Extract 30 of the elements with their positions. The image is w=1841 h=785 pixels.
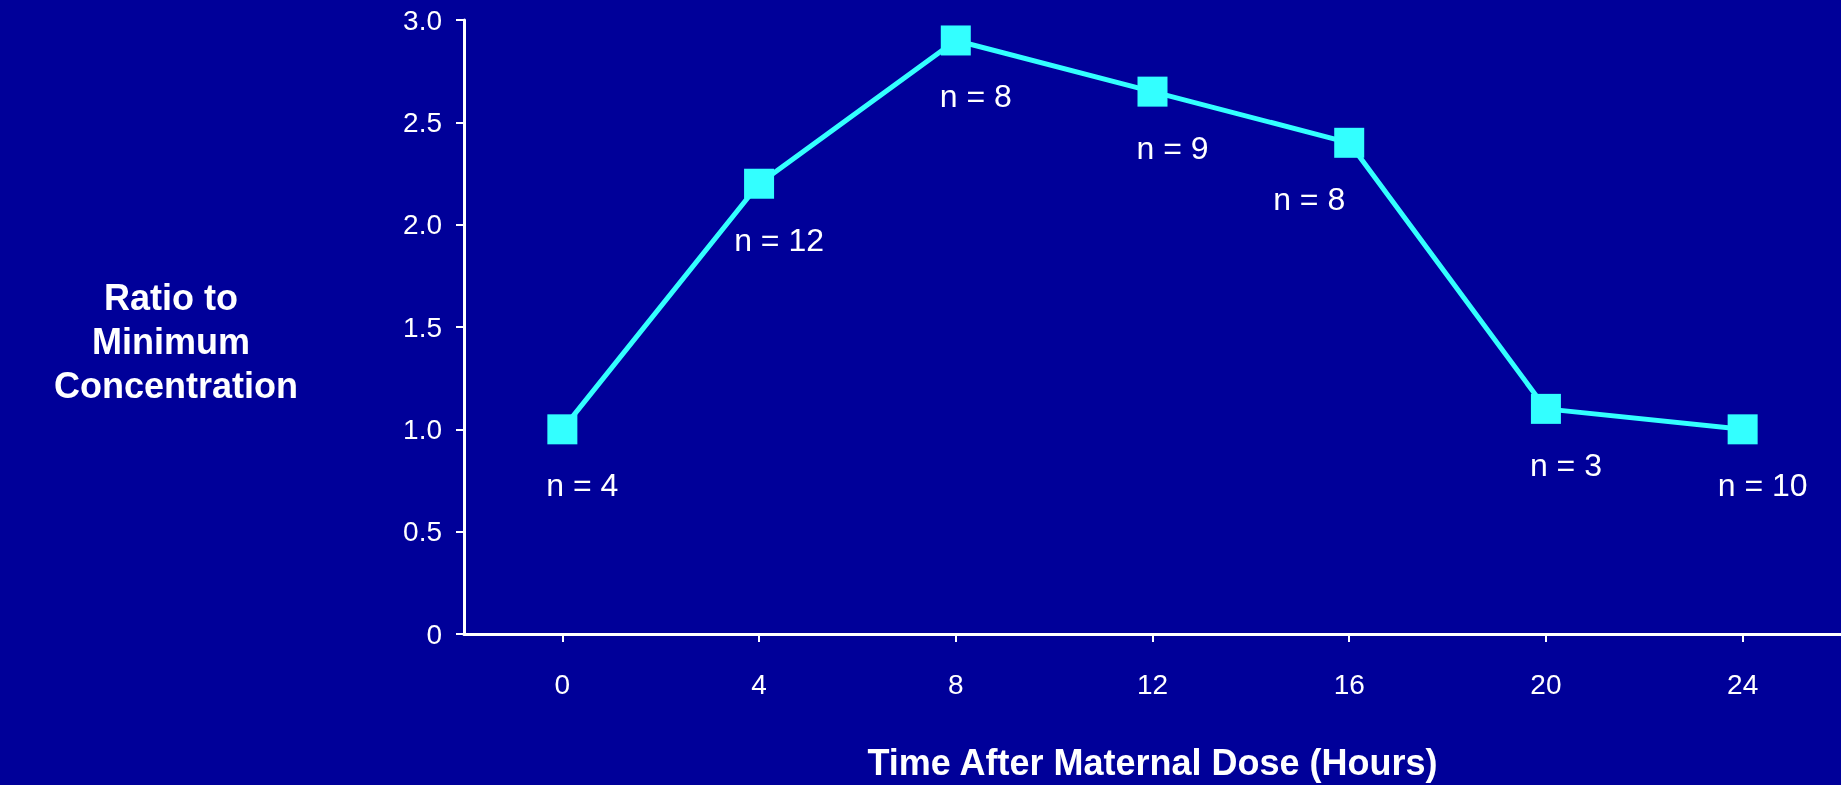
point (744, 168, 775, 199)
annotation: n = 12 (734, 221, 824, 258)
y-tick-label: 0 (426, 618, 442, 650)
x-tick-label: 8 (948, 668, 964, 700)
y-tick-label: 1.5 (403, 311, 442, 343)
x-tick-label: 4 (751, 668, 767, 700)
y-tick-label: 2.5 (403, 106, 442, 138)
annotation: n = 8 (1273, 180, 1346, 217)
x-tick-label: 16 (1333, 668, 1365, 700)
annotation: n = 3 (1529, 446, 1602, 483)
y-axis-title: Ratio to Minimum Concentration (53, 276, 299, 406)
point (940, 25, 971, 56)
point (1727, 414, 1758, 445)
x-axis-title: Time After Maternal Dose (Hours) (867, 741, 1438, 783)
point (1530, 393, 1561, 424)
y-tick-label: 3.0 (403, 4, 442, 36)
point (547, 414, 578, 445)
annotation: n = 10 (1717, 467, 1808, 504)
y-tick-label: 1.0 (403, 413, 442, 445)
point (1137, 76, 1168, 107)
y-tick-label: 0.5 (403, 516, 442, 548)
x-tick-label: 12 (1136, 668, 1169, 700)
annotation: n = 8 (939, 78, 1012, 115)
y-tick-label: 2.0 (403, 209, 442, 241)
x-tick-label: 24 (1727, 668, 1759, 700)
point (1334, 127, 1365, 158)
x-tick-label: 0 (554, 668, 571, 700)
annotation: n = 9 (1136, 129, 1209, 166)
annotation: n = 4 (546, 467, 619, 504)
x-tick-label: 20 (1530, 668, 1562, 700)
